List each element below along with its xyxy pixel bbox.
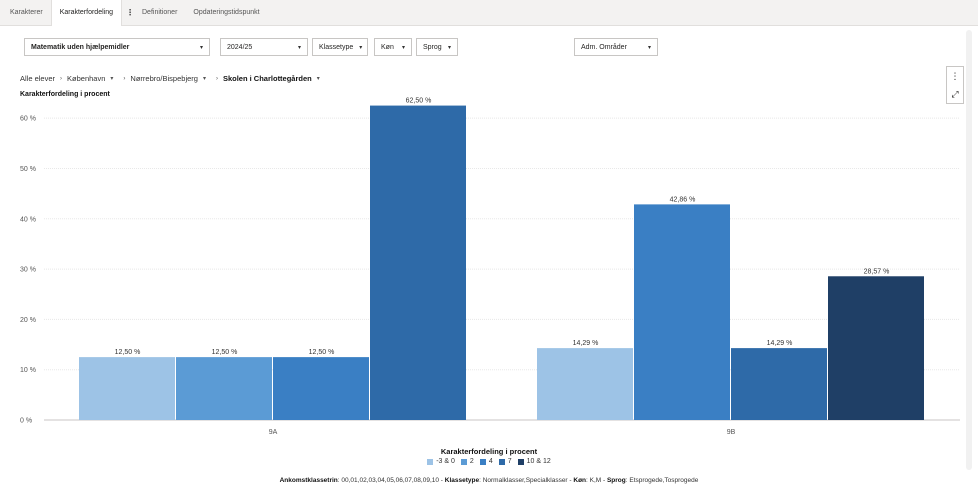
visual-title: Karakterfordeling i procent: [20, 91, 110, 98]
subject-dropdown[interactable]: Matematik uden hjælpemidler ▾: [24, 38, 210, 56]
footnote-key-koen: Køn: [573, 477, 587, 484]
bar[interactable]: [273, 357, 369, 420]
filter-bar: Matematik uden hjælpemidler ▾ 2024/25 ▾ …: [0, 38, 978, 60]
tab-more-icon[interactable]: ⋮: [126, 8, 134, 17]
legend-swatch: [460, 458, 467, 465]
chevron-down-icon: ▾: [401, 44, 405, 51]
data-label: 12,50 %: [309, 349, 335, 356]
bar[interactable]: [537, 348, 633, 420]
filter-summary-footnote: Ankomstklassetrin: 00,01,02,03,04,05,06,…: [0, 477, 978, 484]
footnote-key-sprog: Sprog: [606, 477, 626, 484]
expand-icon[interactable]: ⤢: [951, 88, 959, 99]
legend-item[interactable]: 7: [498, 458, 512, 465]
more-vertical-icon[interactable]: ⋮: [950, 70, 960, 81]
legend-item[interactable]: 4: [479, 458, 493, 465]
legend-item[interactable]: 10 & 12: [517, 458, 551, 465]
data-label: 28,57 %: [864, 268, 890, 275]
y-tick-label: 30 %: [20, 267, 36, 274]
data-label: 62,50 %: [406, 98, 432, 105]
language-dropdown-label: Sprog: [423, 43, 442, 51]
chevron-down-icon: ▾: [359, 44, 363, 51]
gender-dropdown-label: Køn: [381, 43, 394, 51]
footnote-value-koen: : K,M -: [586, 477, 607, 484]
bar[interactable]: [370, 105, 466, 421]
x-tick-label: 9B: [727, 429, 736, 436]
legend-swatch: [479, 458, 486, 465]
tab-definitioner[interactable]: Definitioner: [142, 8, 178, 16]
bar[interactable]: [828, 276, 924, 420]
y-tick-label: 40 %: [20, 216, 36, 223]
bar[interactable]: [176, 357, 272, 420]
bar[interactable]: [634, 204, 730, 420]
class-type-dropdown[interactable]: Klassetype ▾: [312, 38, 368, 56]
chevron-down-icon: ▾: [647, 44, 651, 51]
chevron-down-icon: ▾: [199, 44, 203, 51]
x-tick-label: 9A: [269, 429, 278, 436]
data-label: 12,50 %: [115, 349, 141, 356]
legend-label: 2: [469, 458, 474, 465]
data-label: 12,50 %: [212, 349, 238, 356]
class-type-dropdown-label: Klassetype: [319, 43, 354, 51]
footnote-value-ankomstklassetrin: : 00,01,02,03,04,05,06,07,08,09,10 -: [337, 477, 445, 484]
legend-swatch: [427, 458, 434, 465]
breadcrumb-separator-icon: ›: [60, 75, 63, 82]
gender-dropdown[interactable]: Køn ▾: [374, 38, 412, 56]
legend-label: 7: [507, 458, 512, 465]
y-tick-label: 60 %: [20, 116, 36, 123]
footnote-key-klassetype: Klassetype: [444, 477, 480, 484]
bar[interactable]: [731, 348, 827, 420]
y-tick-label: 20 %: [20, 317, 36, 324]
legend-label: -3 & 0: [436, 458, 455, 465]
page-scrollbar[interactable]: [966, 30, 972, 470]
breadcrumb-district[interactable]: Nørrebro/Bispebjerg: [130, 74, 198, 83]
legend: -3 & 0 2 4 7 10 & 12: [0, 458, 978, 465]
legend-swatch: [498, 458, 505, 465]
breadcrumb-separator-icon: ›: [123, 75, 126, 82]
area-dropdown-label: Adm. Områder: [581, 43, 627, 51]
legend-item[interactable]: 2: [460, 458, 474, 465]
legend-swatch: [517, 458, 524, 465]
breadcrumb: Alle elever › København ▾ › Nørrebro/Bis…: [20, 74, 325, 83]
legend-title: Karakterfordeling i procent: [440, 447, 538, 456]
y-tick-label: 10 %: [20, 367, 36, 374]
chevron-down-icon: ▾: [297, 44, 301, 51]
breadcrumb-all[interactable]: Alle elever: [20, 74, 56, 83]
area-dropdown[interactable]: Adm. Områder ▾: [574, 38, 658, 56]
breadcrumb-separator-icon: ›: [215, 75, 218, 82]
data-label: 14,29 %: [573, 340, 599, 347]
chevron-down-icon[interactable]: ▾: [110, 76, 114, 82]
legend-item[interactable]: -3 & 0: [427, 458, 455, 465]
chevron-down-icon[interactable]: ▾: [202, 76, 206, 82]
tab-opdateringstidspunkt[interactable]: Opdateringstidspunkt: [193, 8, 260, 16]
visual-options: ⋮ ⤢: [946, 66, 964, 104]
breadcrumb-city[interactable]: København: [67, 74, 106, 83]
tab-karakterer[interactable]: Karakterer: [10, 8, 43, 16]
footnote-value-klassetype: : Normalklasser,Specialklasser -: [479, 477, 574, 484]
data-label: 14,29 %: [767, 340, 793, 347]
breadcrumb-school[interactable]: Skolen i Charlottegården: [222, 74, 312, 83]
year-dropdown[interactable]: 2024/25 ▾: [220, 38, 308, 56]
report-tab-bar: Karakterer Karakterfordeling ⋮ Definitio…: [0, 0, 978, 26]
tab-karakterfordeling[interactable]: Karakterfordeling: [50, 0, 122, 26]
chevron-down-icon[interactable]: ▾: [316, 76, 320, 82]
legend-label: 10 & 12: [526, 458, 551, 465]
bar[interactable]: [79, 357, 175, 420]
footnote-value-sprog: : Etsprogede,Tosprogede: [625, 477, 699, 484]
year-dropdown-label: 2024/25: [227, 43, 253, 51]
y-tick-label: 50 %: [20, 166, 36, 173]
data-label: 42,86 %: [670, 196, 696, 203]
y-tick-label: 0 %: [20, 418, 32, 425]
bar-chart: 0 % 10 % 20 % 30 % 40 % 50 % 60 % 12,50 % 12,50 …: [20, 98, 960, 436]
legend-label: 4: [488, 458, 493, 465]
subject-dropdown-label: Matematik uden hjælpemidler: [31, 43, 130, 51]
chevron-down-icon: ▾: [447, 44, 451, 51]
language-dropdown[interactable]: Sprog ▾: [416, 38, 458, 56]
footnote-key-ankomstklassetrin: Ankomstklassetrin: [279, 477, 338, 484]
